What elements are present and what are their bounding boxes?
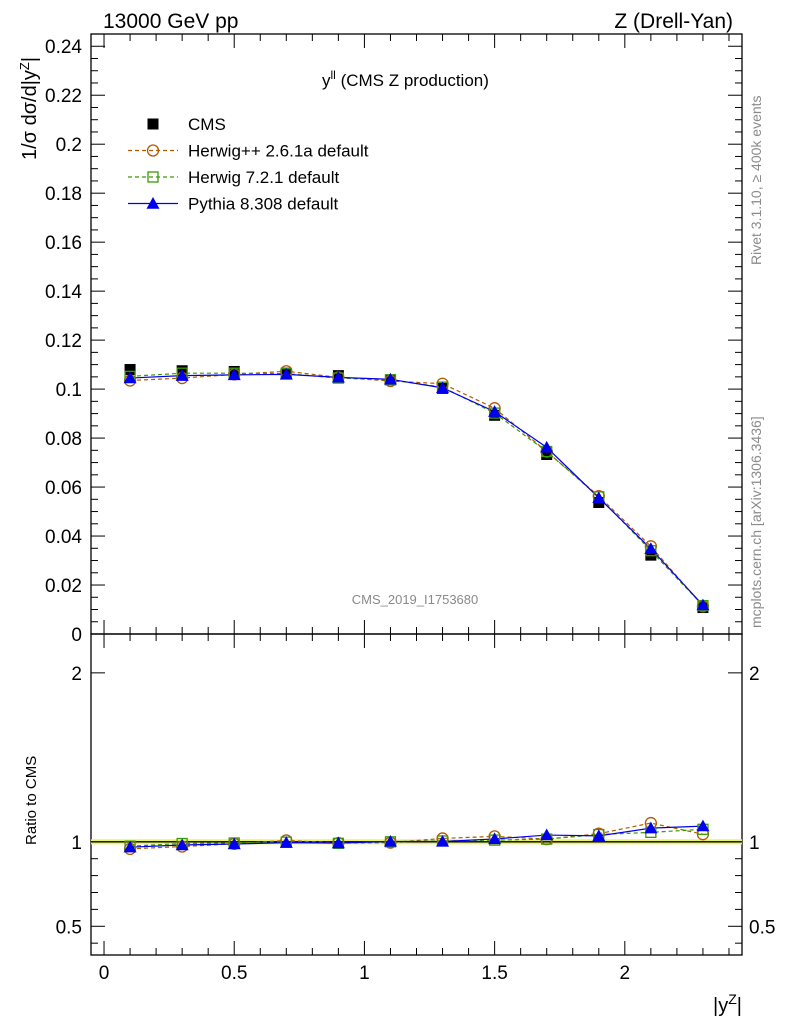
ratio-point xyxy=(227,837,241,850)
legend-marker xyxy=(146,197,160,209)
legend-entry: Herwig++ 2.6.1a default xyxy=(128,142,369,161)
y-tick-label: 0.16 xyxy=(45,233,82,254)
y-tick-label: 0.12 xyxy=(45,331,82,352)
x-axis-label: |yZ| xyxy=(713,991,742,1017)
data-point xyxy=(124,364,136,376)
ratio-y-tick-label-right: 2 xyxy=(749,664,760,685)
data-point xyxy=(279,367,293,380)
ratio-point xyxy=(123,840,137,853)
legend-label: Herwig 7.2.1 default xyxy=(188,168,339,187)
ratio-point xyxy=(592,829,606,842)
ratio-point xyxy=(488,832,502,845)
ratio-line-2 xyxy=(130,825,703,848)
y-tick-label: 0.14 xyxy=(45,282,82,303)
data-point xyxy=(644,542,658,554)
data-point xyxy=(227,368,241,381)
ratio-y-tick-label: 0.5 xyxy=(56,917,82,938)
legend: CMS Herwig++ 2.6.1a default Herwig 7.2.1 d… xyxy=(128,115,369,214)
ratio-point xyxy=(696,819,710,832)
data-point xyxy=(436,381,450,394)
watermark: CMS_2019_I1753680 xyxy=(352,592,479,607)
data-point xyxy=(488,405,502,417)
y-tick-label: 0.04 xyxy=(45,527,82,548)
plot-title: yll (CMS Z production) xyxy=(322,68,489,90)
series-line-1 xyxy=(130,370,704,607)
legend-marker xyxy=(147,118,159,130)
series-line-3 xyxy=(130,373,704,606)
legend-entry: Pythia 8.308 default xyxy=(128,195,339,214)
x-tick-label: 2 xyxy=(620,963,631,984)
data-point xyxy=(175,369,189,381)
x-tick-label: 0 xyxy=(99,963,110,984)
data-point xyxy=(123,371,137,384)
ratio-point xyxy=(175,838,189,851)
rivet-label: Rivet 3.1.10, ≥ 400k events xyxy=(748,95,764,265)
ratio-point xyxy=(644,821,658,834)
ratio-point xyxy=(540,828,554,841)
ratio-point xyxy=(279,836,293,848)
y-tick-label: 0.02 xyxy=(45,576,82,597)
data-point xyxy=(592,491,606,504)
ratio-plot xyxy=(91,816,742,856)
x-tick-label: 0.5 xyxy=(221,963,247,984)
legend-label: Pythia 8.308 default xyxy=(188,195,339,214)
ratio-y-tick-label: 1 xyxy=(71,833,82,854)
y-axis-label: 1/σ dσ/d|yZ| xyxy=(17,57,42,160)
y-tick-label: 0.08 xyxy=(45,429,82,450)
y-tick-label: 0.06 xyxy=(45,478,82,499)
data-point xyxy=(540,440,554,453)
data-point xyxy=(696,598,710,611)
ratio-line-0 xyxy=(130,822,704,850)
data-point xyxy=(331,370,345,383)
ratio-point xyxy=(331,836,345,849)
legend-entry: CMS xyxy=(147,115,226,134)
ratio-y-tick-label-right: 1 xyxy=(749,833,760,854)
mcplots-label: mcplots.cern.ch [arXiv:1306.3436] xyxy=(748,416,764,628)
header-left: 13000 GeV pp xyxy=(103,10,238,33)
x-tick-label: 1 xyxy=(359,963,370,984)
ratio-y-tick-label-right: 0.5 xyxy=(749,917,775,938)
data-point xyxy=(541,448,553,460)
legend-entry: Herwig 7.2.1 default xyxy=(128,168,339,187)
header-right: Z (Drell-Yan) xyxy=(614,10,733,33)
series-line-2 xyxy=(130,372,704,607)
data-point xyxy=(383,372,397,385)
ratio-point xyxy=(383,834,397,847)
x-tick-label: 1.5 xyxy=(481,963,507,984)
ratio-plot-frame xyxy=(90,633,743,956)
y-tick-label: 0.22 xyxy=(45,86,82,107)
ratio-y-axis-label: Ratio to CMS xyxy=(23,756,40,845)
y-tick-label: 0.24 xyxy=(45,37,82,58)
y-tick-label: 0.1 xyxy=(56,380,82,401)
y-tick-label: 0 xyxy=(71,625,82,646)
main-plot xyxy=(123,364,710,614)
legend-label: Herwig++ 2.6.1a default xyxy=(188,142,369,161)
ratio-y-tick-label: 2 xyxy=(71,664,82,685)
y-tick-label: 0.2 xyxy=(56,135,82,156)
ratio-point xyxy=(436,834,450,847)
legend-marker xyxy=(147,171,159,183)
y-tick-label: 0.18 xyxy=(45,184,82,205)
legend-label: CMS xyxy=(188,115,226,134)
legend-marker xyxy=(146,144,160,157)
